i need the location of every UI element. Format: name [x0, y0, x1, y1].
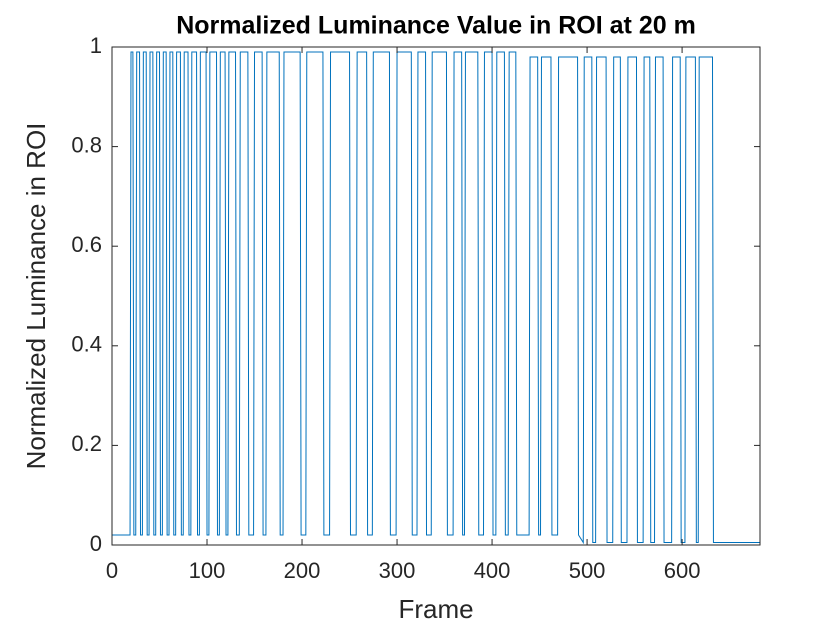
plot-frame	[111, 46, 761, 546]
x-tick-label: 200	[284, 558, 321, 583]
y-tick-label: 0.2	[71, 431, 102, 456]
data-line	[112, 51, 760, 545]
x-tick-label: 500	[569, 558, 606, 583]
y-tick-label: 0.6	[71, 232, 102, 257]
x-tick-label: 600	[664, 558, 701, 583]
chart-title: Normalized Luminance Value in ROI at 20 …	[176, 12, 696, 40]
y-tick-label: 0	[90, 531, 102, 556]
y-tick-label: 1	[90, 33, 102, 58]
y-axis-label: Normalized Luminance in ROI	[21, 123, 51, 470]
x-tick-label: 400	[474, 558, 511, 583]
x-tick-label: 100	[189, 558, 226, 583]
x-axis-label: Frame	[398, 594, 473, 624]
x-tick-label: 0	[106, 558, 118, 583]
y-tick-label: 0.8	[71, 132, 102, 157]
x-tick-label: 300	[379, 558, 416, 583]
y-tick-label: 0.4	[71, 332, 102, 357]
